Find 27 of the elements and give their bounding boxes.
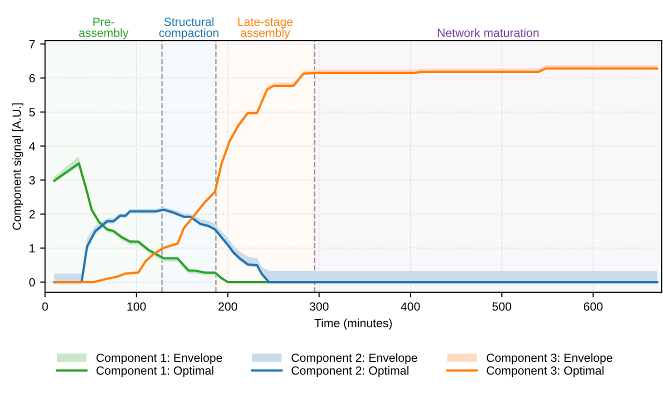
- y-tick-label: 1: [30, 244, 35, 252]
- band-label: Network maturation: [438, 28, 539, 38]
- legend-label: Component 2: Optimal: [292, 366, 408, 378]
- band-label: Late-stage assembly: [238, 18, 293, 40]
- x-tick-label: 500: [492, 302, 512, 311]
- x-tick-label: 300: [310, 302, 329, 311]
- y-tick-label: 3: [29, 176, 35, 184]
- y-tick-label: 7: [29, 40, 35, 48]
- y-axis-title: Component signal [A.U.]: [12, 103, 24, 230]
- legend-label: Component 3: Optimal: [486, 366, 604, 378]
- x-axis-title: Time (minutes): [314, 318, 392, 330]
- legend-label: Component 2: Envelope: [292, 353, 418, 364]
- x-tick-label: 600: [584, 302, 603, 311]
- legend-label: Component 1: Optimal: [96, 366, 214, 378]
- band-label: Structural compaction: [159, 17, 218, 40]
- y-tick-label: 6: [29, 74, 35, 82]
- y-tick-label: 4: [29, 142, 36, 150]
- x-tick-label: 0: [42, 302, 48, 311]
- y-tick-label: 5: [29, 108, 35, 116]
- x-tick-label: 200: [218, 302, 238, 311]
- y-tick-label: 0: [29, 278, 35, 287]
- y-tick-label: 2: [29, 210, 35, 218]
- band-label: Pre- assembly: [79, 18, 128, 40]
- legend-label: Component 1: Envelope: [96, 353, 222, 364]
- x-tick-label: 400: [400, 302, 420, 311]
- x-tick-label: 100: [127, 302, 146, 311]
- legend-label: Component 3: Envelope: [486, 353, 612, 364]
